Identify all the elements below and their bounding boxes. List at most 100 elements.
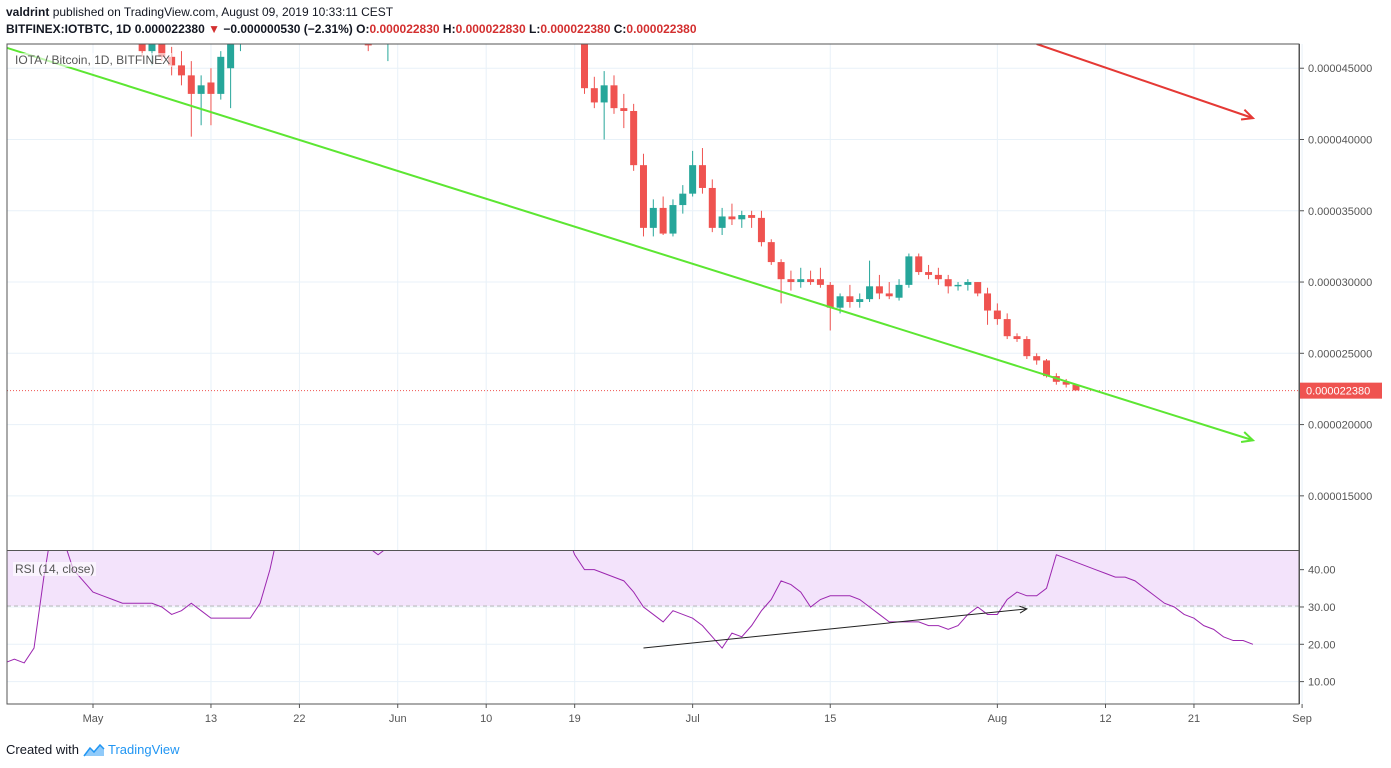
rsi-divergence-arrowhead: [1019, 605, 1028, 614]
red-trend-arrow-head: [1240, 108, 1256, 121]
candle-down: [728, 216, 736, 220]
candle-up: [679, 193, 687, 206]
low-value: 0.000022380: [540, 22, 611, 36]
candle-down: [993, 310, 1001, 320]
rsi-axis[interactable]: 40.00 30.00 20.00 10.00: [1299, 565, 1336, 689]
candle-up: [237, 31, 244, 37]
rsi-pane-legend[interactable]: RSI (14, close): [13, 562, 97, 576]
candle-up: [649, 207, 657, 228]
candle-down: [1062, 381, 1070, 385]
candle-up: [600, 85, 608, 103]
time-tick-label: 13: [205, 713, 217, 725]
rsi-line: [7, 551, 1254, 664]
rsi-band: [7, 551, 1299, 606]
footer-credit: Created with TradingView: [6, 742, 180, 757]
candle-up: [689, 165, 697, 194]
candle-down: [1043, 360, 1051, 377]
candle-down: [984, 293, 992, 311]
drawings-layer: [7, 44, 1256, 443]
price-tick-label: 0.000020000: [1308, 420, 1372, 432]
candle-up: [669, 205, 677, 234]
price-tick-label: 0.000015000: [1308, 491, 1372, 503]
candle-down: [590, 88, 598, 103]
candle-down: [944, 279, 952, 287]
candle-up: [738, 215, 746, 220]
time-tick-label: 22: [293, 713, 305, 725]
open-value: 0.000022830: [369, 22, 440, 36]
candle-up: [227, 44, 235, 69]
tradingview-brand[interactable]: TradingView: [107, 742, 180, 757]
candle-down: [807, 279, 815, 283]
created-with-text: Created with: [6, 742, 79, 757]
time-tick-label: 15: [824, 713, 836, 725]
time-tick-label: 19: [569, 713, 581, 725]
last-price: 0.000022380: [134, 22, 205, 36]
candle-down: [925, 272, 933, 275]
symbol-interval: BITFINEX:IOTBTC, 1D: [6, 22, 132, 36]
candle-up: [856, 299, 864, 302]
author-name[interactable]: valdrint: [6, 5, 50, 19]
tradingview-logo-icon: [83, 743, 105, 756]
time-tick-label: Sep: [1292, 713, 1312, 725]
candle-down: [581, 44, 588, 89]
candle-down: [138, 44, 146, 52]
time-tick-label: 21: [1188, 713, 1200, 725]
rsi-tick-label: 40.00: [1308, 565, 1336, 577]
candle-up: [384, 37, 391, 43]
candle-down: [767, 242, 775, 263]
candle-down: [158, 44, 166, 57]
price-tick-label: 0.000025000: [1308, 348, 1372, 360]
high-label: H:: [442, 22, 456, 36]
green-trendline-arrow-head: [1240, 431, 1256, 443]
candle-down: [1072, 384, 1080, 391]
time-axis[interactable]: May 13 22 Jun 10 19 Jul 15 Aug 12 21 Sep: [83, 704, 1312, 725]
publish-info: valdrint published on TradingView.com, A…: [6, 5, 393, 19]
candle-down: [915, 256, 923, 273]
candle-down: [974, 282, 982, 294]
candle-up: [905, 256, 913, 285]
published-text: published on TradingView.com, August 09,…: [52, 5, 394, 19]
candle-down: [787, 279, 795, 283]
candle-up: [148, 44, 156, 52]
red-trend-arrow: [1036, 44, 1254, 120]
candle-down: [207, 82, 215, 94]
candle-down: [875, 286, 883, 294]
down-triangle-icon: ▼: [208, 22, 220, 36]
price-change: −0.000000530 (−2.31%): [223, 22, 353, 36]
candle-down: [934, 274, 942, 280]
last-price-badge-text: 0.000022380: [1306, 386, 1370, 398]
price-axis[interactable]: 0.000045000 0.000040000 0.000035000 0.00003…: [1299, 63, 1372, 503]
rsi-tick-label: 30.00: [1308, 602, 1336, 614]
candlestick-series: [138, 25, 1080, 391]
close-value: 0.000022380: [626, 22, 697, 36]
candle-up: [895, 284, 903, 298]
main-pane-legend[interactable]: IOTA / Bitcoin, 1D, BITFINEX: [13, 53, 173, 67]
candle-down: [187, 75, 195, 94]
candle-down: [639, 165, 647, 228]
time-tick-label: Aug: [988, 713, 1008, 725]
price-tick-label: 0.000045000: [1308, 63, 1372, 75]
candle-down: [748, 215, 756, 218]
time-tick-label: 10: [480, 713, 492, 725]
green-trendline-arrow: [7, 46, 1254, 442]
price-tick-label: 0.000035000: [1308, 206, 1372, 218]
candle-up: [718, 216, 726, 228]
candle-down: [885, 293, 893, 297]
candle-down: [708, 187, 716, 228]
candle-down: [571, 25, 578, 34]
candle-up: [836, 296, 844, 308]
candle-down: [757, 217, 765, 243]
candle-down: [777, 262, 785, 280]
candle-down: [1023, 339, 1031, 357]
candle-down: [1013, 336, 1021, 340]
candle-down: [630, 110, 638, 166]
candle-up: [797, 279, 805, 283]
candle-up: [954, 284, 962, 287]
symbol-ohlc-line: BITFINEX:IOTBTC, 1D 0.000022380 ▼ −0.000…: [6, 22, 697, 36]
candle-down: [698, 165, 706, 188]
rsi-tick-label: 20.00: [1308, 639, 1336, 651]
candle-down: [659, 207, 667, 234]
time-tick-label: May: [83, 713, 104, 725]
candle-down: [1033, 356, 1041, 361]
